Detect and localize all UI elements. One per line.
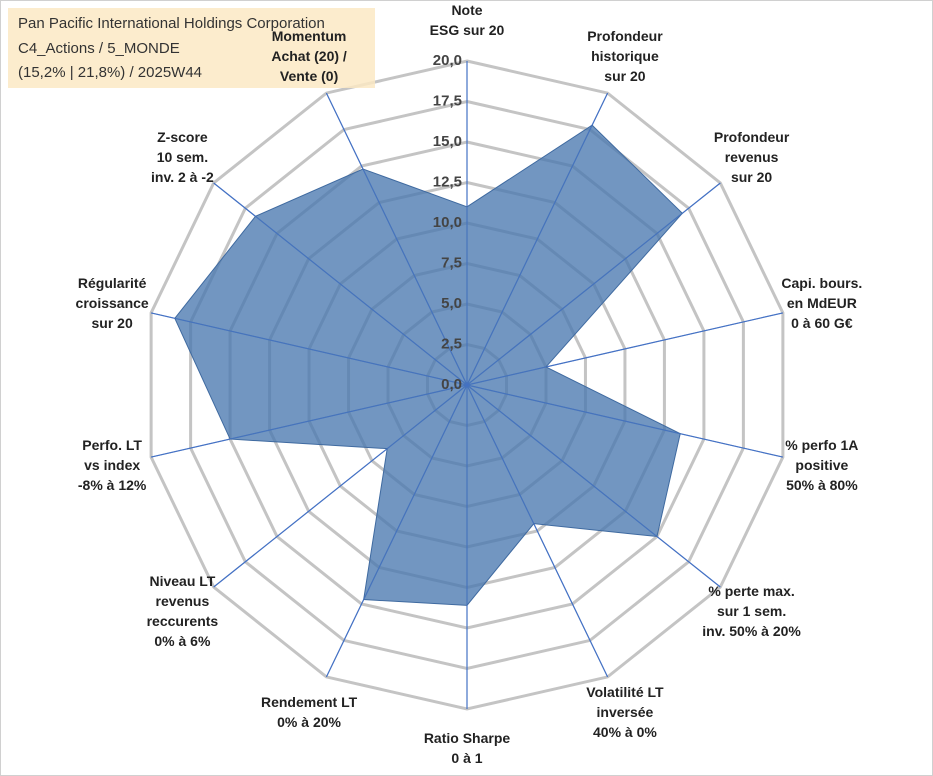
axis-label: Régularité croissance sur 20 bbox=[76, 275, 149, 331]
marks bbox=[150, 61, 784, 709]
y-tick-label: 20,0 bbox=[433, 52, 462, 69]
axis-line bbox=[325, 384, 468, 678]
axis-label: % perte max. sur 1 sem. inv. 50% à 20% bbox=[702, 583, 801, 639]
axis-line bbox=[466, 384, 721, 588]
chart-title: Pan Pacific International Holdings Corpo… bbox=[18, 15, 325, 32]
title-box bbox=[8, 8, 375, 88]
axis-line bbox=[466, 384, 783, 458]
axis-line bbox=[466, 312, 783, 386]
axis-label: Ratio Sharpe 0 à 1 bbox=[424, 730, 511, 766]
axis-line bbox=[213, 384, 468, 588]
axis-label: Niveau LT revenus reccurents 0% à 6% bbox=[147, 573, 219, 649]
axis-label: Capi. bours. en MdEUR 0 à 60 G€ bbox=[781, 275, 862, 331]
axis-line bbox=[151, 384, 468, 458]
axis-label: Profondeur historique sur 20 bbox=[587, 28, 663, 84]
y-tick-label: 5,0 bbox=[441, 295, 462, 312]
axis-label: Volatilité LT inversée 40% à 0% bbox=[586, 684, 664, 740]
axis-label: % perfo 1A positive 50% à 80% bbox=[785, 437, 858, 493]
axis-label: Note ESG sur 20 bbox=[430, 2, 505, 38]
y-tick-label: 7,5 bbox=[441, 254, 462, 271]
y-tick-label: 17,5 bbox=[433, 92, 462, 109]
y-tick-label: 15,0 bbox=[433, 133, 462, 150]
y-tick-label: 12,5 bbox=[433, 173, 462, 190]
y-tick-label: 10,0 bbox=[433, 214, 462, 231]
chart-subtitle: (15,2% | 21,8%) / 2025W44 bbox=[18, 64, 202, 81]
axis-label: Rendement LT 0% à 20% bbox=[261, 694, 358, 730]
axis-line bbox=[325, 92, 468, 386]
y-tick-label: 2,5 bbox=[441, 335, 462, 352]
axis-label: Perfo. LT vs index -8% à 12% bbox=[78, 437, 147, 493]
axis-line bbox=[213, 182, 468, 386]
axis-label: Profondeur revenus sur 20 bbox=[714, 129, 790, 185]
axis-line bbox=[466, 384, 609, 678]
axis-label: Z-score 10 sem. inv. 2 à -2 bbox=[151, 129, 214, 185]
axis-line bbox=[466, 92, 609, 386]
y-tick-label: 0,0 bbox=[441, 376, 462, 393]
chart-subtitle: C4_Actions / 5_MONDE bbox=[18, 40, 180, 57]
axis-label: Momentum Achat (20) / Vente (0) bbox=[271, 28, 347, 84]
axis-line bbox=[151, 312, 468, 386]
axis-line bbox=[466, 182, 721, 386]
